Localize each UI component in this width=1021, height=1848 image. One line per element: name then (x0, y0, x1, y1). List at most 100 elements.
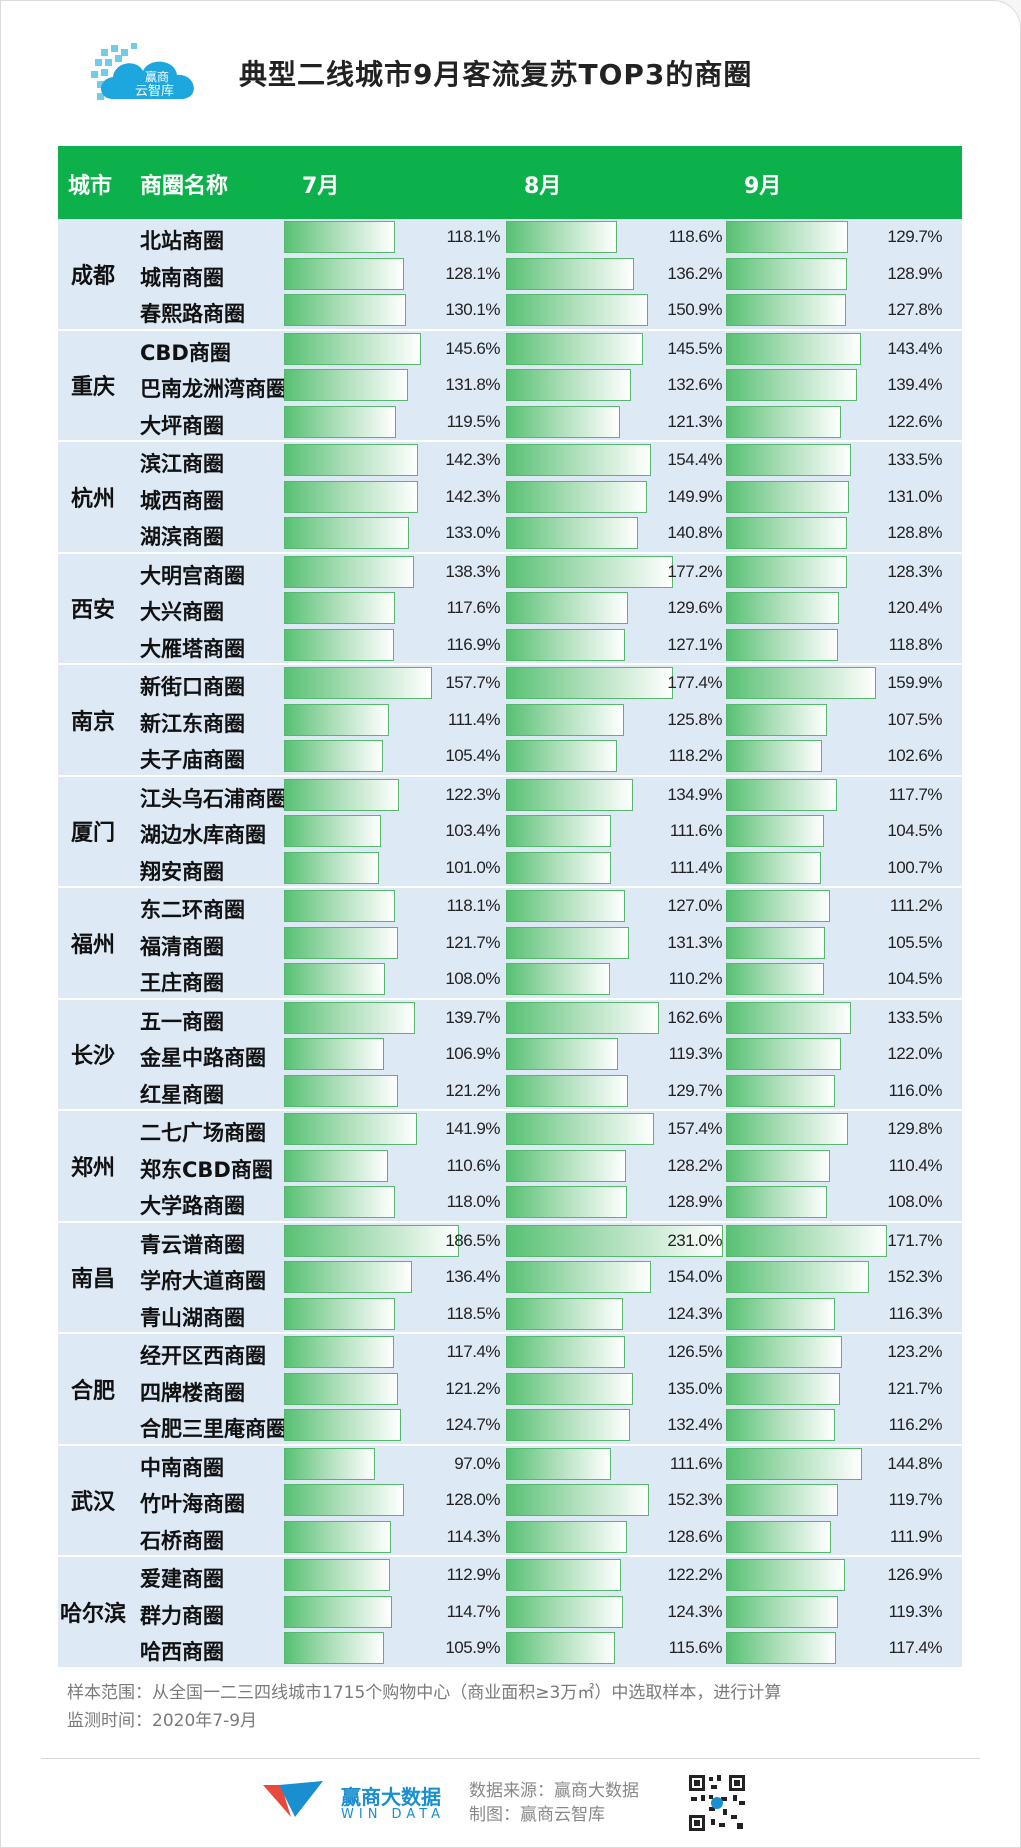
table-row: 群力商圈 114.7% 124.3% 119.3% (58, 1594, 962, 1631)
value-cell: 121.7% (284, 926, 502, 959)
value-label: 139.7% (445, 1007, 500, 1027)
value-label: 117.4% (888, 1638, 943, 1657)
value-label: 128.0% (445, 1490, 500, 1509)
value-label: 124.3% (667, 1601, 722, 1621)
city-label: 南京 (70, 709, 115, 735)
value-bar (506, 221, 617, 253)
value-label: 128.3% (887, 561, 942, 581)
sample-note: 样本范围：从全国一二三四线城市1715个购物中心（商业面积≥3万㎡）中选取样本，… (67, 1683, 782, 1703)
value-bar (726, 517, 847, 549)
value-bar (726, 369, 857, 401)
value-label: 110.6% (446, 1155, 501, 1175)
value-label: 128.6% (667, 1526, 722, 1546)
page-title: 典型二线城市9月客流复苏TOP3的商圈 (239, 58, 753, 91)
city-label: 郑州 (70, 1155, 115, 1181)
value-cell: 133.5% (726, 444, 944, 476)
value-bar (284, 517, 409, 549)
value-label: 128.9% (667, 1192, 722, 1211)
value-cell: 129.8% (726, 1113, 944, 1145)
value-bar (726, 1595, 838, 1628)
value-bar (284, 1074, 398, 1107)
value-label: 124.3% (667, 1303, 722, 1323)
value-cell: 119.7% (726, 1484, 944, 1516)
value-label: 111.2% (889, 896, 943, 915)
value-bar (506, 667, 673, 699)
value-cell: 140.8% (506, 517, 724, 549)
value-label: 136.4% (445, 1267, 500, 1286)
value-cell: 144.8% (726, 1447, 944, 1480)
table-row: 经开区西商圈 117.4% 126.5% 123.2% (58, 1334, 962, 1371)
value-cell: 131.8% (284, 369, 502, 401)
value-bar (284, 1149, 388, 1182)
value-bar (506, 890, 625, 922)
value-bar (726, 740, 822, 772)
value-cell: 105.5% (726, 926, 944, 959)
value-cell: 134.9% (506, 778, 724, 811)
value-cell: 159.9% (726, 667, 944, 699)
chart-maker: 制图：赢商云智库 (469, 1805, 605, 1825)
value-cell: 121.3% (506, 405, 724, 438)
value-bar (506, 555, 673, 588)
value-label: 122.3% (445, 784, 500, 804)
city-group: 南京 新街口商圈 157.7% 177.4% 159.9% 新江东商圈 111.4% 125.… (58, 665, 962, 777)
value-bar (726, 221, 848, 253)
table-row: 二七广场商圈 141.9% 157.4% 129.8% (58, 1111, 962, 1148)
value-cell: 127.8% (726, 294, 944, 326)
value-label: 127.8% (887, 300, 942, 319)
value-label: 138.3% (445, 561, 500, 581)
value-label: 118.5% (446, 1303, 501, 1323)
table-row: 大兴商圈 117.6% 129.6% 120.4% (58, 590, 962, 627)
value-cell: 97.0% (284, 1447, 502, 1480)
value-bar (506, 1632, 615, 1664)
value-label: 159.9% (887, 673, 942, 692)
value-bar (284, 294, 406, 326)
value-bar (284, 221, 395, 253)
value-label: 126.5% (667, 1342, 722, 1361)
value-cell: 125.8% (506, 703, 724, 736)
value-bar (506, 1038, 618, 1070)
value-cell: 138.3% (284, 555, 502, 588)
table-row: 青山湖商圈 118.5% 124.3% 116.3% (58, 1296, 962, 1333)
value-cell: 132.4% (506, 1409, 724, 1441)
value-label: 116.2% (888, 1415, 943, 1434)
district-name: CBD商圈 (140, 340, 231, 365)
value-label: 133.0% (445, 523, 500, 542)
table-row: 王庄商圈 108.0% 110.2% 104.5% (58, 961, 962, 998)
value-bar (726, 592, 839, 624)
value-bar (284, 703, 389, 736)
district-name: 二七广场商圈 (140, 1121, 266, 1145)
value-label: 118.1% (446, 896, 501, 915)
value-cell: 154.0% (506, 1261, 724, 1293)
cloud-logo-icon: 赢商 云智库 (91, 43, 194, 100)
district-name: 江头乌石浦商圈 (140, 786, 287, 811)
value-cell: 108.0% (284, 963, 502, 995)
value-cell: 118.1% (284, 890, 502, 922)
city-group: 哈尔滨 爱建商圈 112.9% 122.2% 126.9% 群力商圈 114.7% 124.3… (58, 1557, 962, 1669)
data-table: 城市 商圈名称 7月 8月 9月 成都 北站商圈 118.1% 118.6% 129.7… (58, 146, 962, 1669)
value-cell: 126.9% (726, 1559, 944, 1591)
value-bar (506, 1520, 627, 1553)
value-bar (284, 405, 396, 438)
city-group: 长沙 五一商圈 139.7% 162.6% 133.5% 金星中路商圈 106.9% 119.… (58, 999, 962, 1111)
value-bar (506, 1186, 627, 1218)
value-bar (726, 890, 830, 922)
value-label: 186.5% (445, 1230, 500, 1250)
header-district: 商圈名称 (140, 174, 229, 199)
table-row: 青云谱商圈 186.5% 231.0% 171.7% (58, 1223, 962, 1260)
value-label: 105.9% (445, 1638, 500, 1657)
logo-text-2: 云智库 (135, 83, 174, 99)
value-label: 105.4% (445, 746, 500, 765)
value-bar (506, 592, 628, 624)
value-cell: 122.6% (726, 405, 944, 438)
city-label: 厦门 (70, 821, 115, 847)
city-group: 重庆 CBD商圈 145.6% 145.5% 143.4% 巴南龙洲湾商圈 131.8% 13… (58, 330, 962, 442)
value-cell: 152.3% (726, 1261, 944, 1293)
brand-logo-icon (263, 1781, 323, 1817)
value-bar (726, 1074, 835, 1107)
district-name: 东二环商圈 (140, 898, 245, 922)
city-label: 杭州 (70, 486, 115, 512)
value-cell: 135.0% (506, 1372, 724, 1405)
value-cell: 231.0% (506, 1224, 724, 1257)
value-cell: 128.6% (506, 1520, 724, 1553)
value-label: 121.2% (445, 1080, 500, 1100)
